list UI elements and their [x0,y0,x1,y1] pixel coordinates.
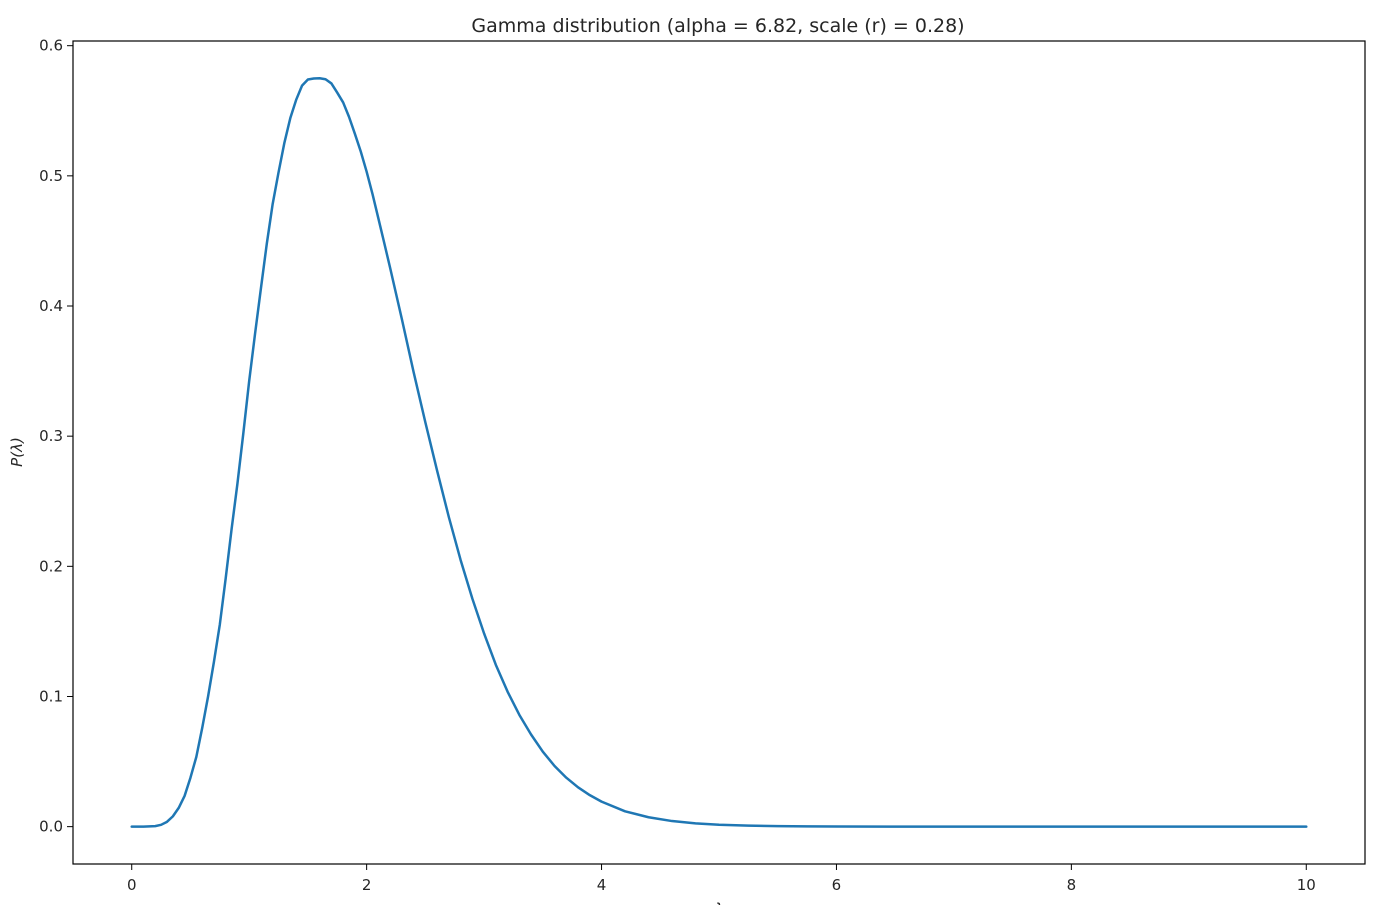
y-tick-label: 0.5 [39,167,63,185]
x-axis-label: λ [714,900,724,905]
y-tick-label: 0.0 [39,818,63,836]
x-axis: 0 2 4 6 8 10 [127,864,1316,894]
x-tick-label: 10 [1297,876,1316,894]
y-tick-label: 0.3 [39,427,63,445]
y-tick-label: 0.6 [39,37,63,55]
chart-title: Gamma distribution (alpha = 6.82, scale … [471,15,964,37]
x-tick-label: 0 [127,876,137,894]
y-axis-label: P(λ) [8,437,26,467]
y-tick-label: 0.1 [39,687,63,705]
x-tick-label: 2 [362,876,372,894]
x-tick-label: 8 [1067,876,1077,894]
y-tick-label: 0.2 [39,557,63,575]
x-tick-label: 4 [597,876,607,894]
y-axis: 0.0 0.1 0.2 0.3 0.4 0.5 0.6 [39,37,73,836]
series-line [130,76,1308,828]
y-tick-label: 0.4 [39,297,63,315]
x-tick-label: 6 [832,876,842,894]
plot-area-frame [72,40,1366,865]
